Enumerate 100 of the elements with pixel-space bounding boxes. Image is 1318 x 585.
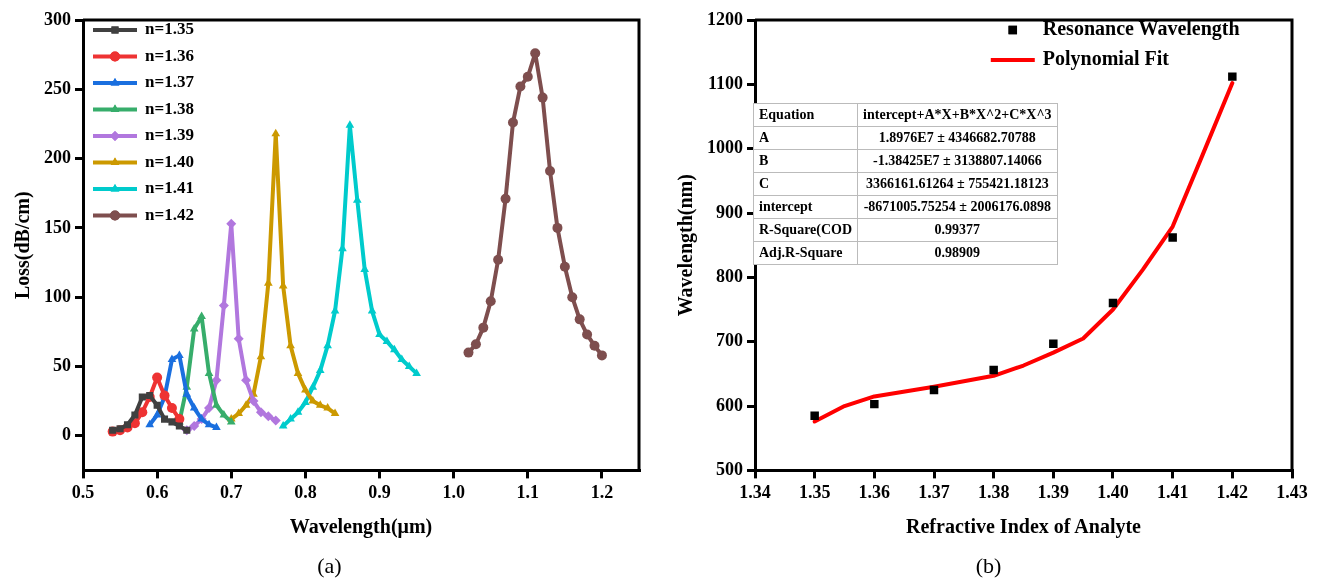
annotation: Adj.R-Square: [753, 241, 858, 265]
point: [315, 365, 325, 374]
point: [515, 81, 526, 92]
point: [189, 421, 200, 432]
x-tick-label: 1.42: [1216, 481, 1249, 502]
y-tick-label: 600: [716, 394, 743, 415]
point: [153, 401, 161, 409]
point: [463, 347, 474, 358]
x-tick-label: 1.37: [918, 481, 950, 502]
point: [270, 415, 281, 426]
point: [152, 409, 162, 418]
y-tick-label: 0: [62, 424, 71, 445]
x-tick-label: 0.7: [220, 481, 243, 502]
y-tick-label: 900: [716, 201, 743, 222]
x-tick-label: 1.41: [1156, 481, 1189, 502]
point: [589, 340, 600, 351]
point: [145, 419, 155, 428]
point: [470, 339, 481, 350]
x-tick-label: 0.5: [71, 481, 95, 502]
y-tick-label: 300: [44, 8, 71, 29]
point: [596, 350, 607, 361]
point: [582, 329, 593, 340]
point: [212, 422, 221, 430]
point: [522, 71, 533, 82]
annotation: intercept+A*X+B*X^2+C*X^3: [857, 103, 1058, 127]
point: [330, 408, 340, 417]
y-tick-label: 50: [53, 355, 71, 376]
y-tick-label: 250: [44, 77, 71, 98]
annotation: B: [753, 149, 858, 173]
annotation: C: [753, 172, 858, 196]
point: [367, 306, 377, 314]
point: [412, 368, 421, 376]
legend-label: n=1.39: [145, 125, 194, 145]
y-tick-label: 1100: [707, 73, 743, 93]
y-tick-label: 100: [44, 285, 71, 306]
x-axis-title: Refractive Index of Analyte: [906, 515, 1142, 539]
legend-label: n=1.35: [145, 19, 194, 39]
legend-label: Polynomial Fit: [1042, 47, 1170, 71]
legend-label: n=1.41: [145, 178, 194, 198]
point: [870, 399, 879, 409]
point: [989, 365, 998, 375]
x-tick-label: 0.9: [368, 481, 391, 502]
y-tick-label: 700: [716, 330, 743, 351]
point: [278, 421, 288, 429]
point: [485, 296, 496, 307]
x-tick-label: 0.6: [145, 481, 169, 502]
legend-label: n=1.36: [145, 45, 194, 65]
point: [175, 350, 184, 358]
annotation: intercept: [753, 195, 858, 219]
point: [138, 393, 146, 401]
point: [493, 254, 504, 265]
point: [507, 117, 518, 128]
point: [204, 403, 215, 414]
y-tick-label: 1200: [707, 8, 743, 29]
point: [500, 193, 511, 204]
legend-label: Resonance Wavelength: [1042, 17, 1240, 41]
x-tick-label: 1.43: [1276, 481, 1308, 502]
point: [810, 411, 819, 420]
annotation: A: [753, 126, 858, 150]
point: [1049, 339, 1058, 348]
point: [212, 400, 221, 408]
legend-label: n=1.40: [145, 151, 194, 171]
annotation: -1.38425E7 ± 3138807.14066: [857, 149, 1058, 173]
point: [175, 422, 183, 430]
annotation: 0.99377: [857, 218, 1058, 242]
x-tick-label: 1.40: [1097, 481, 1129, 502]
annotation: Equation: [753, 103, 858, 127]
point: [286, 414, 295, 422]
legend-label: n=1.38: [145, 98, 194, 118]
point: [1228, 72, 1237, 81]
point: [345, 120, 355, 128]
x-tick-label: 1.1: [516, 481, 540, 502]
point: [189, 324, 199, 332]
y-tick-label: 150: [44, 216, 71, 237]
point: [552, 222, 563, 233]
y-tick-label: 800: [716, 266, 743, 287]
x-tick-label: 0.8: [294, 481, 317, 502]
x-tick-label: 1.36: [858, 481, 891, 502]
x-tick-label: 1.38: [977, 481, 1010, 502]
point: [537, 92, 548, 103]
x-tick-label: 1.0: [442, 481, 465, 502]
point: [301, 397, 310, 405]
point: [382, 336, 392, 345]
point: [478, 322, 489, 333]
point: [131, 411, 139, 419]
annotation: -8671005.75254 ± 2006176.0898: [857, 195, 1058, 219]
point: [574, 314, 585, 325]
point: [308, 382, 318, 390]
legend-label: n=1.42: [145, 204, 194, 224]
point: [189, 403, 199, 411]
point: [167, 354, 177, 363]
x-axis-title: Wavelength(μm): [289, 515, 433, 539]
annotation: 0.98909: [857, 241, 1058, 265]
y-tick-label: 1000: [707, 137, 743, 158]
point: [1168, 233, 1177, 242]
point: [567, 292, 578, 303]
annotation: R-Square(COD: [753, 218, 858, 242]
annotation: 3366161.61264 ± 755421.18123: [857, 172, 1058, 196]
point: [166, 403, 177, 414]
point: [263, 411, 274, 422]
